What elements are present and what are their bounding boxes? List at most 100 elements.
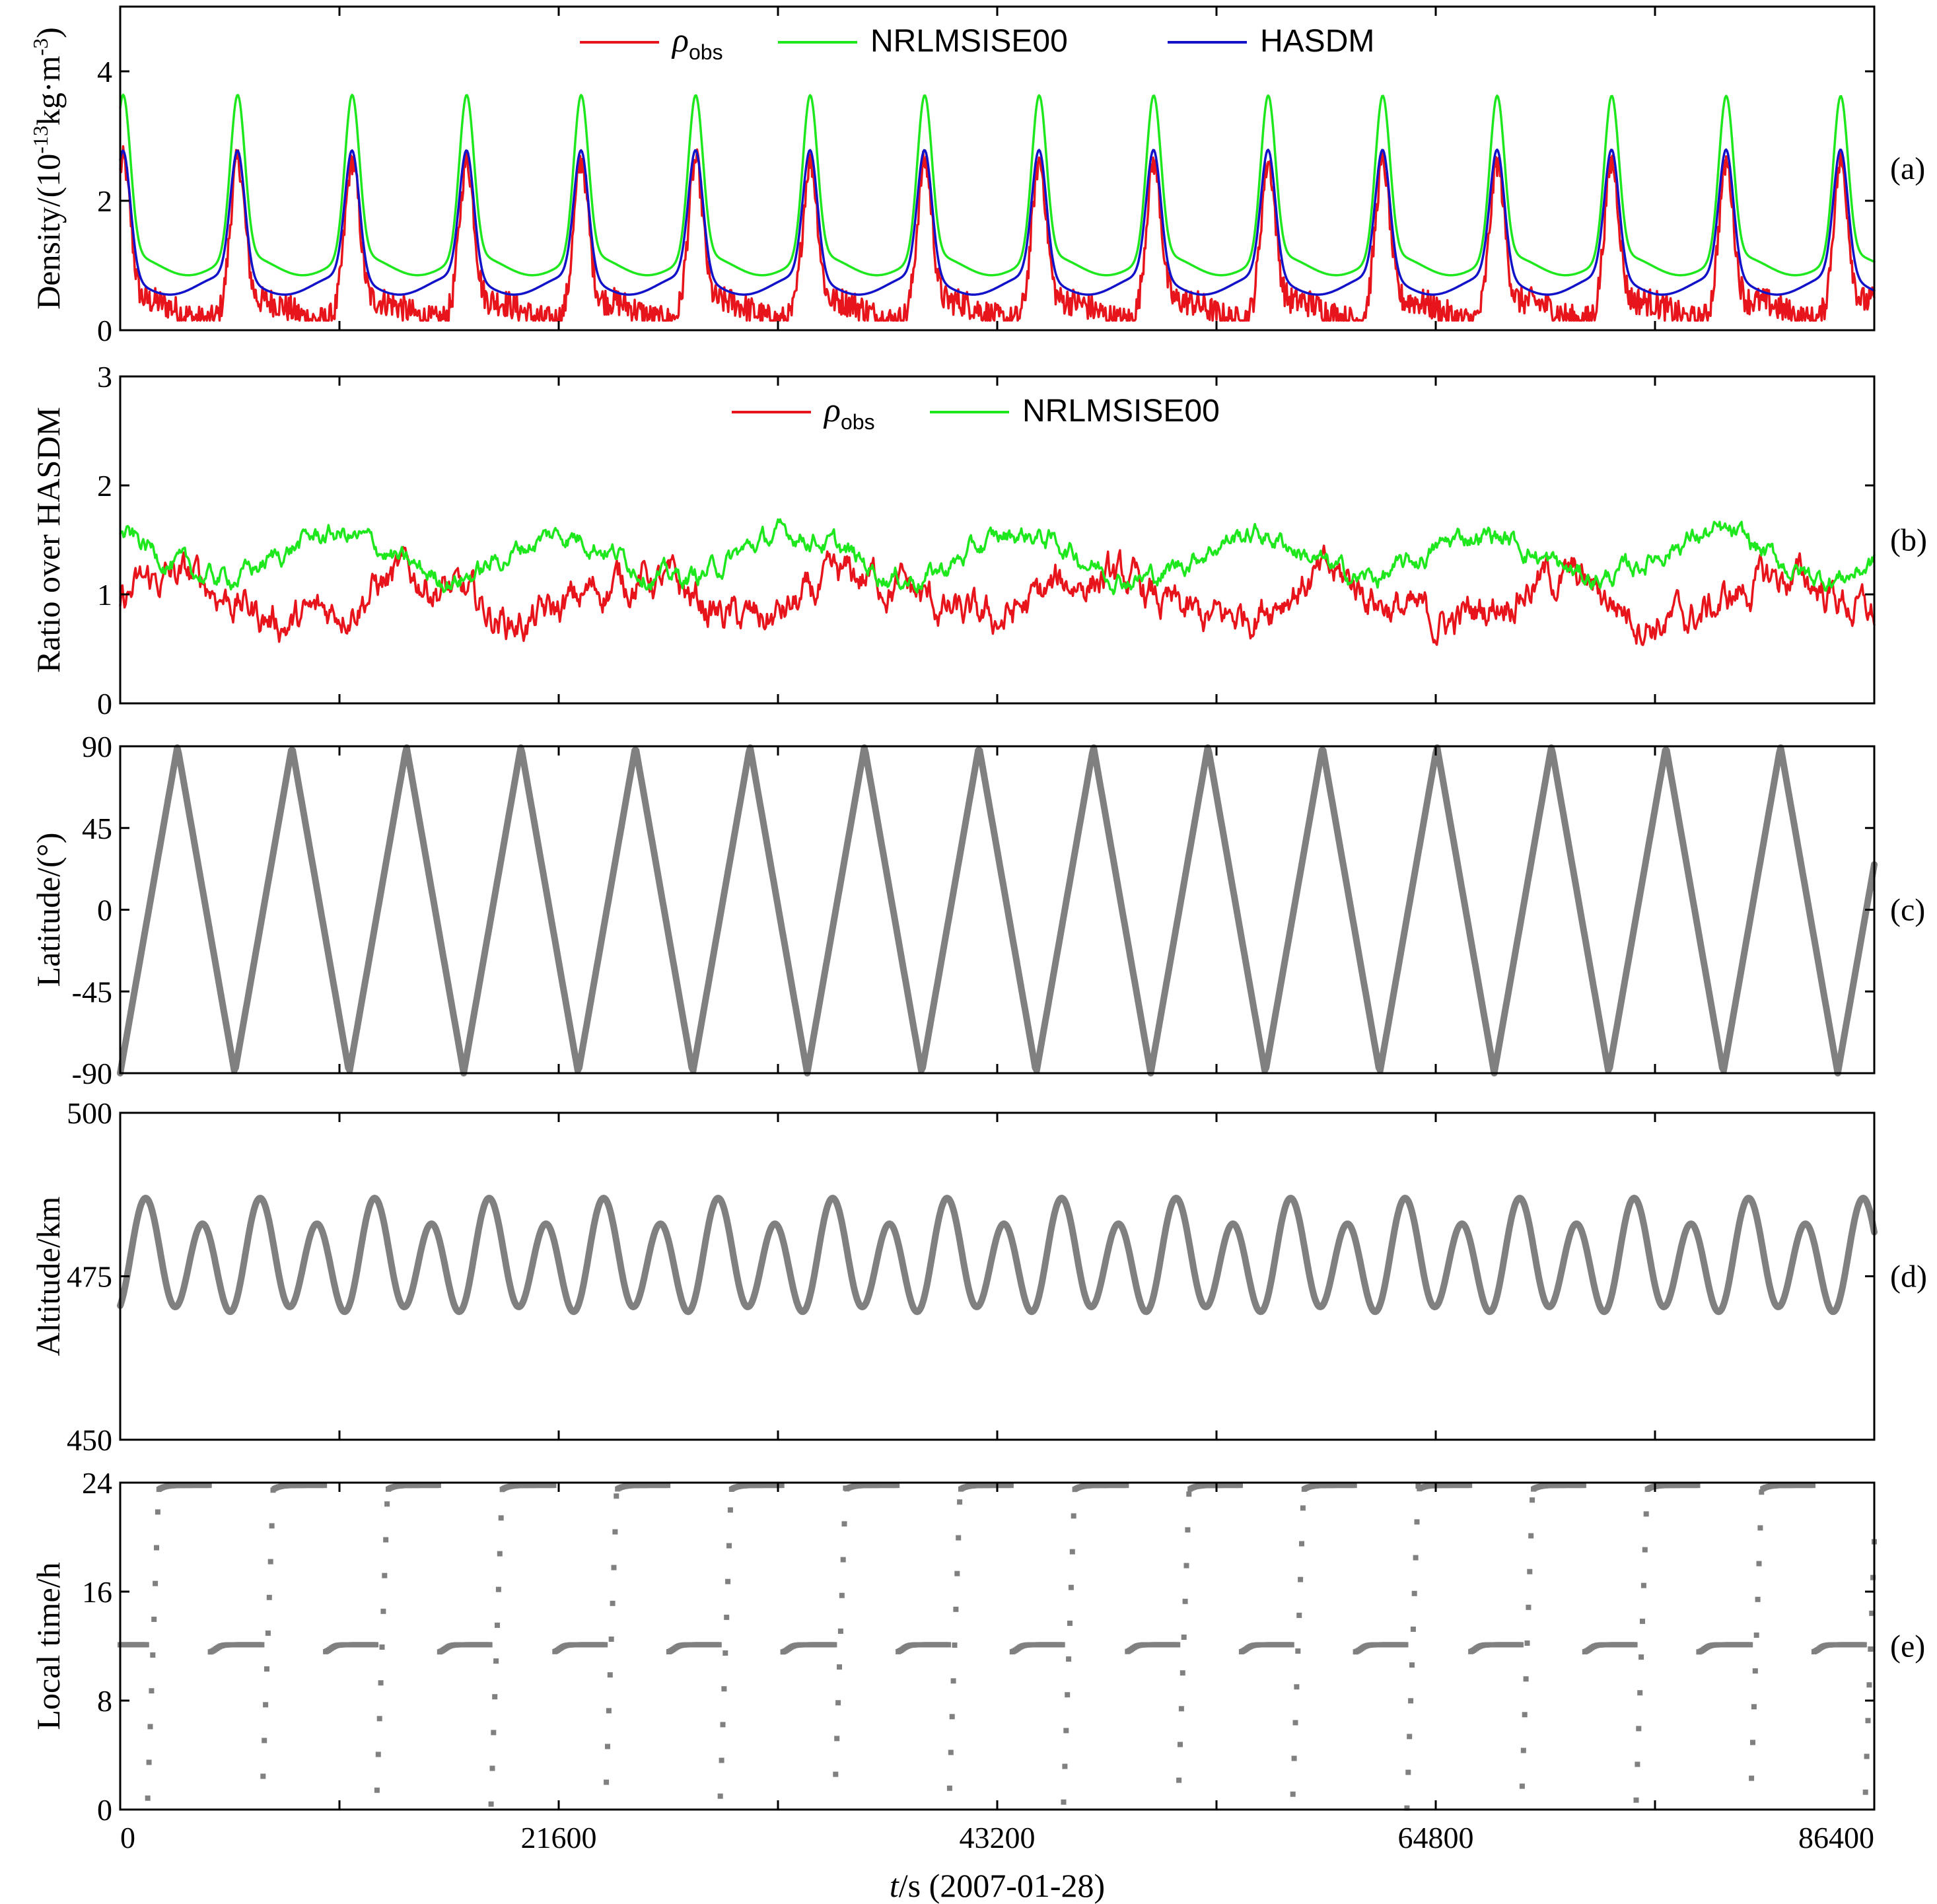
point: [382, 1572, 388, 1578]
point: [1753, 1632, 1759, 1638]
point: [1414, 1519, 1420, 1525]
point: [1757, 1525, 1763, 1531]
point: [150, 1652, 156, 1658]
point: [720, 1722, 726, 1728]
point: [143, 1642, 149, 1648]
point: [1870, 1574, 1876, 1580]
point: [1411, 1590, 1417, 1596]
point: [611, 1565, 617, 1570]
point: [384, 1501, 390, 1507]
point: [1632, 1642, 1638, 1648]
series-line-altitude: [117, 1195, 1878, 1316]
point: [1640, 1618, 1645, 1624]
point: [376, 1716, 382, 1722]
y-tick-label: 45: [82, 812, 112, 845]
point: [1523, 1676, 1529, 1682]
point: [1404, 1805, 1410, 1811]
point: [1176, 1777, 1182, 1783]
y-tick-label: 2: [97, 469, 112, 503]
point: [1178, 1742, 1183, 1747]
point: [1410, 1626, 1416, 1632]
point: [1869, 1610, 1875, 1616]
plot-frame: [119, 745, 1876, 1075]
point: [1868, 1646, 1874, 1652]
point: [149, 1688, 155, 1694]
point: [1069, 1549, 1075, 1555]
x-tick-label: 43200: [960, 1821, 1036, 1854]
point: [1752, 1668, 1758, 1674]
point: [488, 1801, 494, 1807]
point: [491, 1730, 497, 1736]
point: [146, 1759, 152, 1765]
panel-b: 0 1 2 3 Ratio over HASDM (b) ρobs NRLMSISE00: [30, 360, 1927, 721]
point: [263, 1702, 269, 1708]
y-axis-label: Local time/h: [30, 1562, 67, 1730]
point: [719, 1757, 724, 1763]
point: [497, 1551, 503, 1557]
point: [665, 1483, 671, 1489]
y-tick-label: 16: [82, 1575, 112, 1609]
point: [1527, 1569, 1533, 1574]
point: [1747, 1642, 1753, 1648]
point: [894, 1483, 900, 1489]
point: [1810, 1483, 1815, 1489]
point: [727, 1507, 733, 1513]
point: [953, 1606, 959, 1612]
point: [151, 1616, 157, 1622]
point: [383, 1537, 389, 1543]
point: [831, 1642, 837, 1648]
point: [493, 1658, 499, 1664]
point: [1295, 1648, 1301, 1654]
point: [1294, 1684, 1300, 1690]
point: [1520, 1747, 1526, 1753]
point: [1182, 1598, 1188, 1604]
y-tick-label: 90: [82, 730, 112, 763]
x-tick-label: 0: [120, 1821, 135, 1854]
y-tick-label: 500: [67, 1096, 112, 1130]
y-tick-label: 4: [97, 55, 112, 88]
point: [380, 1608, 386, 1614]
point: [779, 1483, 785, 1489]
point: [614, 1493, 619, 1499]
y-tick-label: -45: [72, 975, 112, 1008]
point: [1063, 1728, 1069, 1734]
point: [322, 1483, 328, 1489]
x-tick-label: 86400: [1798, 1821, 1874, 1854]
point: [840, 1557, 846, 1563]
point: [269, 1523, 275, 1529]
y-axis-label: Density/(10-13kg·m-3): [28, 27, 67, 310]
legend-label: NRLMSISE00: [870, 24, 1068, 59]
point: [264, 1666, 269, 1672]
point: [957, 1499, 963, 1505]
point: [145, 1795, 151, 1801]
y-tick-label: 8: [97, 1684, 112, 1718]
point: [1065, 1692, 1071, 1698]
plot-frame: [119, 1111, 1876, 1441]
point: [1299, 1541, 1304, 1547]
point: [1409, 1662, 1415, 1668]
point: [1300, 1505, 1306, 1511]
series-points-local-time: [118, 1483, 1877, 1811]
legend-label: HASDM: [1260, 24, 1374, 59]
point: [612, 1529, 618, 1535]
panel-d: 450 475 500 Altitude/km (d): [30, 1096, 1927, 1457]
point: [1066, 1656, 1072, 1662]
point: [1528, 1533, 1534, 1539]
legend: ρobs NRLMSISE00 HASDM: [580, 22, 1374, 64]
x-tick-label: 64800: [1398, 1821, 1474, 1854]
series-line-0: [119, 544, 1876, 647]
x-tick-label: 21600: [521, 1821, 597, 1854]
point: [487, 1642, 493, 1648]
y-tick-label: 475: [67, 1260, 112, 1294]
point: [1181, 1635, 1187, 1640]
point: [373, 1642, 378, 1648]
point: [726, 1543, 732, 1549]
point: [1403, 1642, 1409, 1648]
point: [1519, 1783, 1525, 1789]
panel-tag: (d): [1890, 1259, 1927, 1294]
y-tick-label: -90: [72, 1057, 112, 1090]
point: [1524, 1640, 1530, 1646]
point: [551, 1483, 557, 1489]
panel-e: 0 8 16 24 Local time/h (e): [30, 1466, 1925, 1827]
